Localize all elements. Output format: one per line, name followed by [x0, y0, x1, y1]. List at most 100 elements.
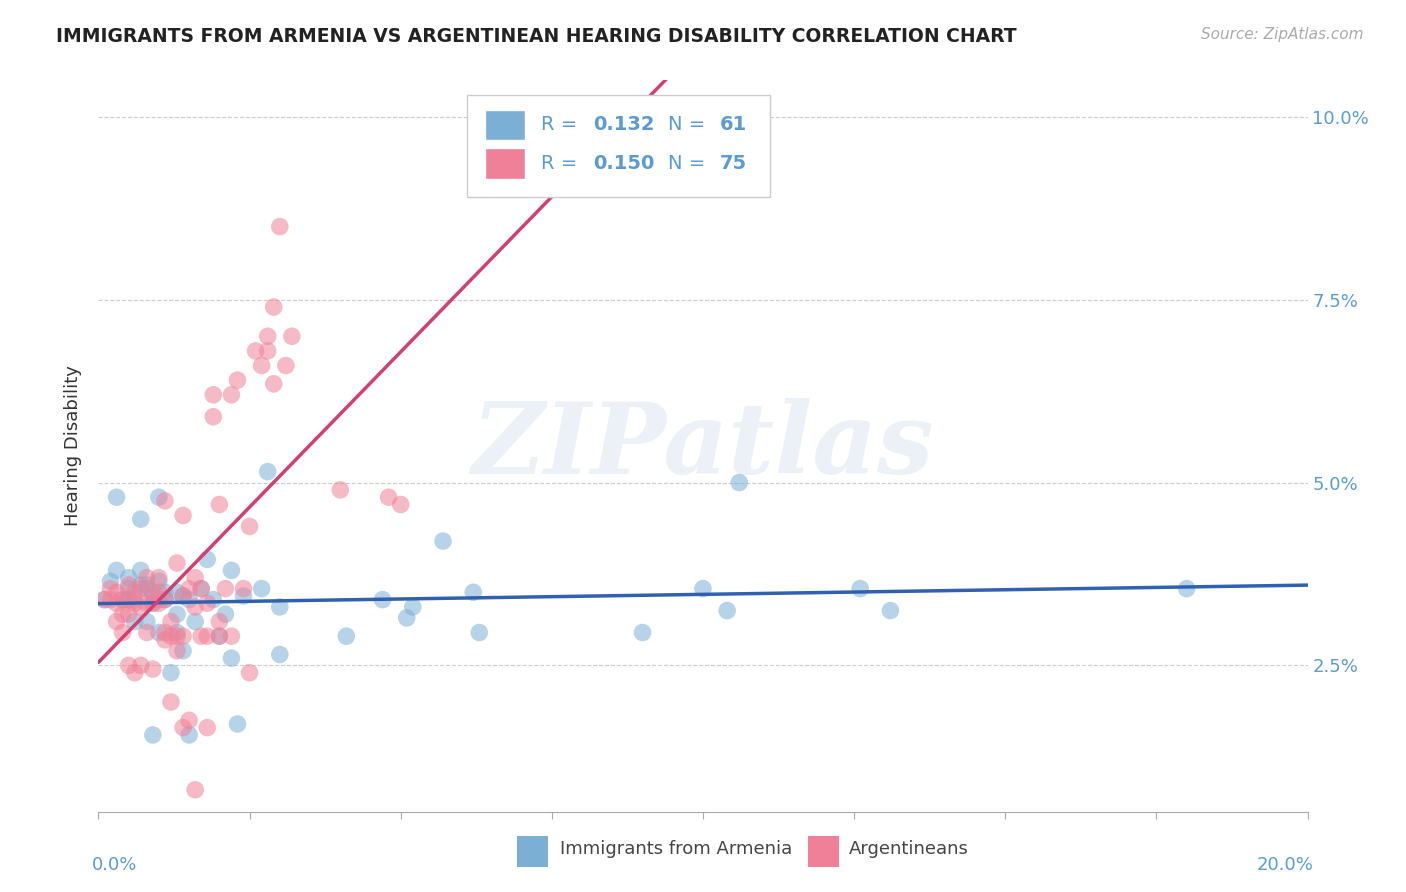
Point — [879, 603, 901, 617]
Point — [93, 592, 115, 607]
Point — [195, 552, 218, 566]
Point — [166, 556, 188, 570]
Point — [148, 574, 170, 589]
Point — [190, 582, 212, 596]
Point — [190, 582, 212, 596]
Point — [195, 721, 218, 735]
Point — [124, 585, 146, 599]
Point — [245, 343, 267, 358]
Point — [389, 498, 412, 512]
Point — [166, 629, 188, 643]
Text: 0.150: 0.150 — [593, 154, 654, 173]
Point — [208, 629, 231, 643]
Text: 75: 75 — [720, 154, 747, 173]
Point — [153, 585, 176, 599]
Text: IMMIGRANTS FROM ARMENIA VS ARGENTINEAN HEARING DISABILITY CORRELATION CHART: IMMIGRANTS FROM ARMENIA VS ARGENTINEAN H… — [56, 27, 1017, 45]
Point — [179, 592, 201, 607]
Point — [100, 574, 122, 589]
Text: Source: ZipAtlas.com: Source: ZipAtlas.com — [1201, 27, 1364, 42]
Point — [111, 625, 134, 640]
Point — [142, 585, 165, 599]
Point — [135, 596, 157, 610]
Point — [172, 589, 194, 603]
Point — [250, 359, 273, 373]
Point — [148, 585, 170, 599]
Text: ZIPatlas: ZIPatlas — [472, 398, 934, 494]
Point — [269, 219, 291, 234]
Point — [335, 629, 357, 643]
Point — [221, 388, 243, 402]
Point — [135, 615, 157, 629]
Point — [256, 343, 278, 358]
Point — [142, 596, 165, 610]
Point — [118, 578, 141, 592]
Point — [402, 599, 425, 614]
Point — [179, 728, 201, 742]
Point — [184, 599, 207, 614]
Point — [239, 519, 262, 533]
Point — [274, 359, 297, 373]
Point — [148, 571, 170, 585]
Point — [631, 625, 654, 640]
Point — [111, 607, 134, 622]
Point — [166, 607, 188, 622]
Point — [135, 571, 157, 585]
Point — [124, 592, 146, 607]
Point — [1175, 582, 1198, 596]
Point — [214, 582, 236, 596]
Point — [135, 582, 157, 596]
Point — [118, 571, 141, 585]
Point — [221, 563, 243, 577]
Point — [129, 578, 152, 592]
Point — [716, 603, 738, 617]
Point — [263, 376, 285, 391]
Text: 61: 61 — [720, 115, 747, 135]
Point — [166, 585, 188, 599]
Point — [184, 571, 207, 585]
Point — [226, 717, 249, 731]
Point — [166, 625, 188, 640]
Point — [172, 589, 194, 603]
Point — [160, 665, 183, 680]
Point — [148, 592, 170, 607]
Point — [692, 582, 714, 596]
Point — [105, 585, 128, 599]
Point — [179, 714, 201, 728]
Point — [105, 490, 128, 504]
Point — [142, 662, 165, 676]
Point — [172, 629, 194, 643]
Point — [153, 625, 176, 640]
Point — [100, 582, 122, 596]
Point — [118, 607, 141, 622]
Point — [142, 596, 165, 610]
Text: Argentineans: Argentineans — [849, 840, 969, 858]
Point — [172, 721, 194, 735]
Point — [135, 578, 157, 592]
Point — [166, 644, 188, 658]
Point — [208, 615, 231, 629]
Point — [129, 563, 152, 577]
Point — [111, 592, 134, 607]
Point — [153, 592, 176, 607]
Point — [202, 592, 225, 607]
FancyBboxPatch shape — [467, 95, 769, 197]
Point — [184, 615, 207, 629]
Point — [124, 596, 146, 610]
Point — [281, 329, 304, 343]
Point — [153, 592, 176, 607]
Point — [124, 615, 146, 629]
Point — [93, 592, 115, 607]
Point — [208, 629, 231, 643]
Text: Immigrants from Armenia: Immigrants from Armenia — [560, 840, 792, 858]
Point — [172, 508, 194, 523]
Point — [232, 589, 254, 603]
FancyBboxPatch shape — [485, 148, 526, 179]
Point — [377, 490, 399, 504]
Point — [202, 409, 225, 424]
Point — [239, 665, 262, 680]
Point — [160, 615, 183, 629]
Point — [463, 585, 485, 599]
Point — [221, 629, 243, 643]
Point — [100, 592, 122, 607]
Point — [105, 563, 128, 577]
